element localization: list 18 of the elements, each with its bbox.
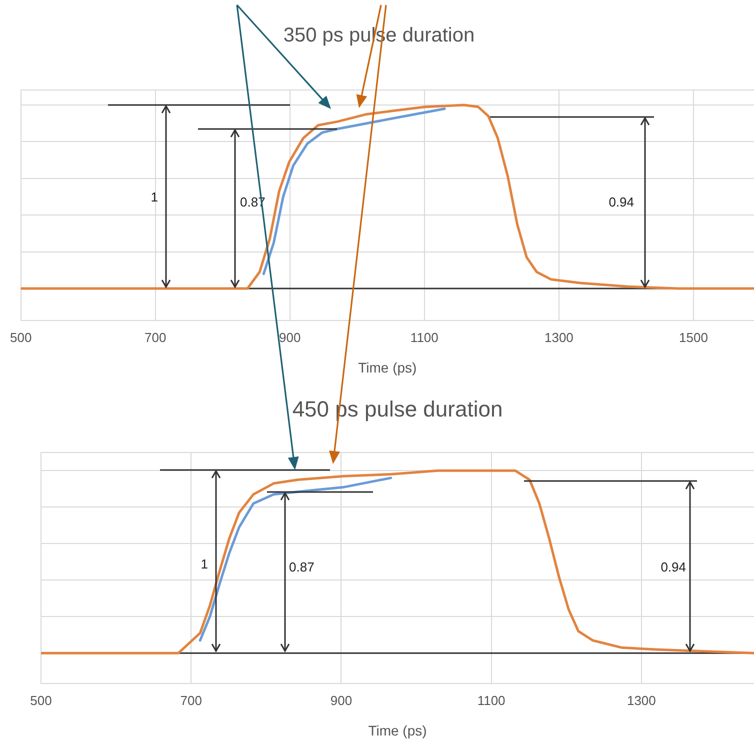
annotation: 0.87: [289, 559, 314, 574]
annotation: 0.94: [660, 559, 686, 574]
x-axis-title: Time (ps): [358, 359, 417, 376]
x-tick-label: 1300: [544, 330, 574, 345]
annotation: 0.94: [608, 194, 634, 210]
annotation: 1: [200, 556, 208, 572]
x-tick-label: 1100: [410, 330, 438, 345]
x-tick-label: 500: [30, 692, 52, 708]
x-axis-title: Time (ps): [368, 722, 427, 738]
annotation: 1: [150, 189, 158, 204]
x-tick-label: 1500: [679, 330, 708, 345]
x-tick-label: 700: [180, 692, 202, 708]
x-tick-label: 1300: [626, 692, 656, 708]
x-tick-label: 1100: [477, 692, 506, 708]
x-tick-label: 900: [279, 330, 301, 345]
x-tick-label: 700: [144, 330, 166, 345]
x-tick-label: 500: [10, 330, 32, 345]
x-tick-label: 900: [330, 692, 352, 708]
